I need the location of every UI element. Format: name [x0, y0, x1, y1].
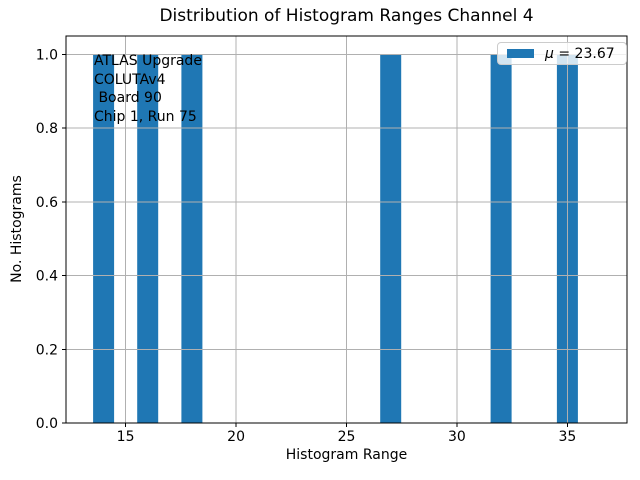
y-tick-label: 0.4 — [36, 269, 58, 285]
y-tick-label: 0.2 — [36, 342, 58, 358]
x-tick-label: 25 — [338, 429, 356, 445]
bar — [380, 54, 402, 424]
legend-mu-symbol: μ — [545, 45, 554, 62]
bar — [490, 54, 512, 424]
y-tick-label: 0.8 — [36, 121, 58, 137]
legend-label: μ = 23.67 — [545, 46, 615, 62]
x-tick-label: 15 — [117, 429, 135, 445]
x-axis-label: Histogram Range — [285, 447, 408, 463]
y-axis-label: No. Histograms — [9, 175, 25, 283]
x-tick-label: 20 — [227, 429, 245, 445]
y-tick-label: 0.6 — [36, 195, 58, 211]
x-tick-label: 30 — [448, 429, 466, 445]
chart-title: Distribution of Histogram Ranges Channel… — [159, 6, 534, 26]
bar — [137, 54, 159, 424]
annotation-text: ATLAS Upgrade COLUTAv4 Board 90 Chip 1, … — [94, 52, 202, 126]
x-tick-label: 35 — [558, 429, 576, 445]
annotation-line-2: COLUTAv4 — [94, 71, 166, 88]
annotation-line-4: Chip 1, Run 75 — [94, 108, 197, 125]
legend: μ = 23.67 — [497, 42, 627, 65]
legend-mean-value: = 23.67 — [553, 45, 615, 62]
bar — [93, 54, 115, 424]
annotation-line-3: Board 90 — [94, 90, 162, 106]
annotation-line-1: ATLAS Upgrade — [94, 53, 202, 69]
legend-swatch — [507, 49, 534, 58]
y-tick-label: 0.0 — [36, 416, 58, 432]
y-tick-label: 1.0 — [36, 47, 58, 63]
bar — [181, 54, 203, 424]
